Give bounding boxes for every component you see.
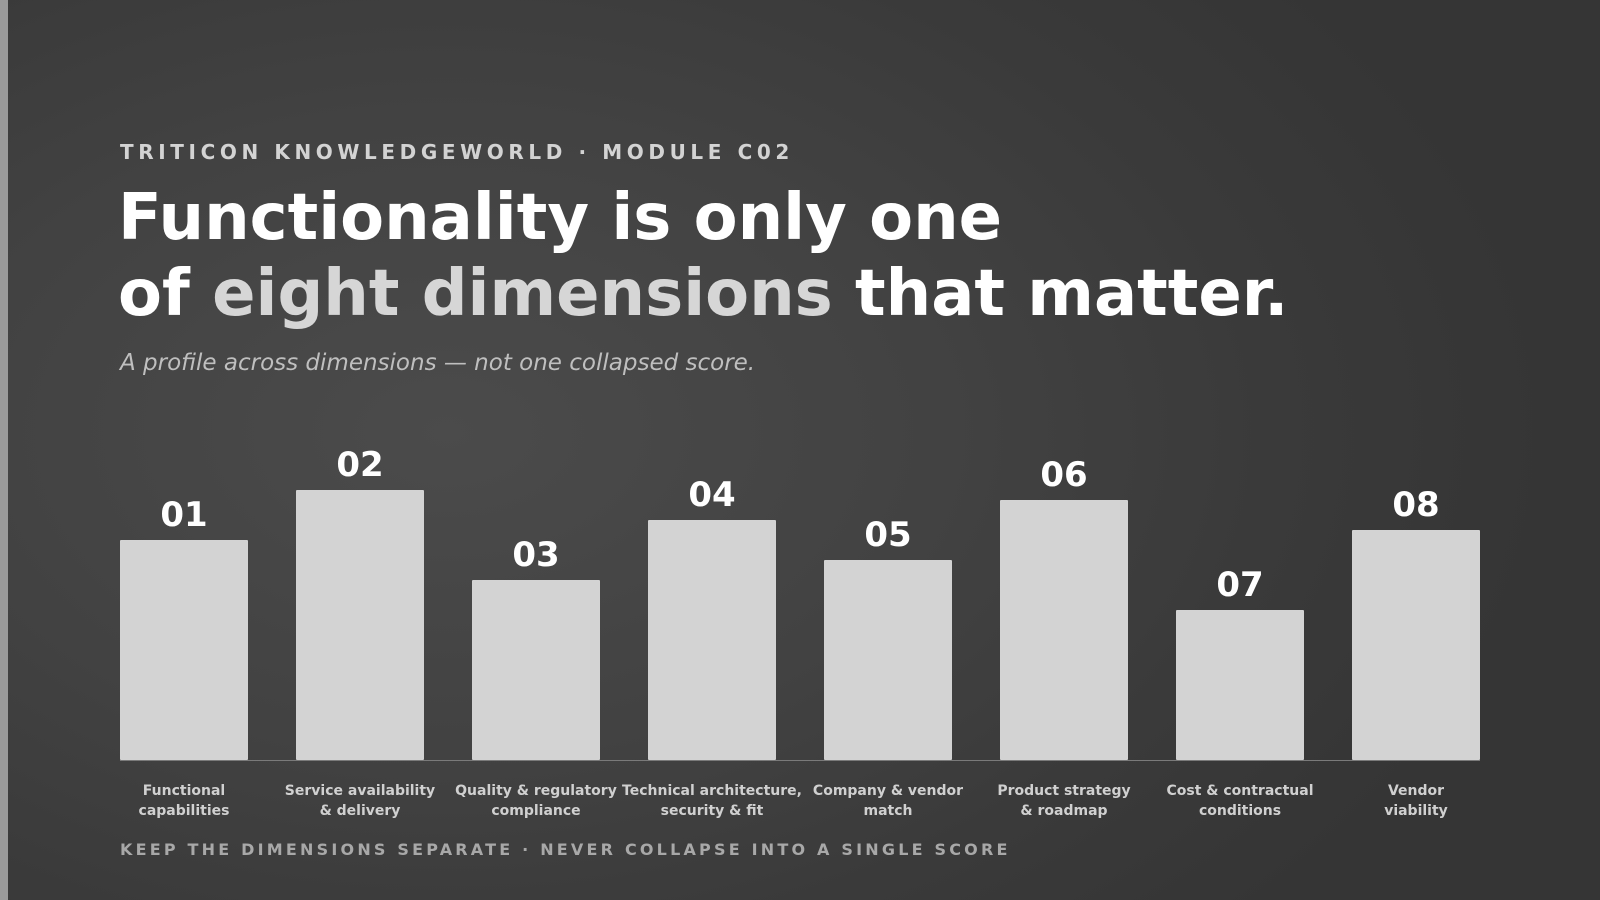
bar (120, 540, 248, 760)
category-label-line: Cost & contractual (1166, 783, 1313, 799)
category-label: Service availability & delivery (285, 783, 435, 819)
category-label-line: & roadmap (1020, 803, 1107, 819)
category-label: Vendor viability (1384, 783, 1448, 819)
bar (824, 560, 952, 760)
title-accent: eight dimensions (212, 257, 833, 331)
footer-note: KEEP THE DIMENSIONS SEPARATE · NEVER COL… (120, 840, 1011, 859)
category-label: Quality & regulatory compliance (455, 783, 617, 819)
category-label-line: Service availability (285, 783, 435, 799)
category-label-line: Technical architecture, (622, 783, 802, 799)
category-label-line: viability (1384, 803, 1448, 819)
page-title: Functionality is only one of eight dimen… (118, 180, 1288, 332)
title-line-2-prefix: of (118, 257, 213, 331)
category-label: Technical architecture, security & fit (622, 783, 802, 819)
category-label: Functional capabilities (139, 783, 230, 819)
category-label-line: match (864, 803, 913, 819)
eyebrow: TRITICON KNOWLEDGEWORLD · MODULE C02 (120, 140, 794, 164)
bar (1352, 530, 1480, 760)
bar-group: 01 Functional capabilities (120, 495, 248, 819)
bar (296, 490, 424, 760)
subtitle: A profile across dimensions — not one co… (120, 350, 756, 376)
category-label-line: Company & vendor (813, 783, 963, 799)
bar-number-label: 03 (512, 535, 559, 575)
bar-group: 04 Technical architecture, security & fit (622, 475, 802, 819)
category-label-line: Vendor (1388, 783, 1444, 799)
category-label: Cost & contractual conditions (1166, 783, 1313, 819)
bar (1000, 500, 1128, 760)
bar-group: 05 Company & vendor match (813, 515, 963, 819)
category-label-line: compliance (491, 803, 580, 819)
bar-group: 07 Cost & contractual conditions (1166, 565, 1313, 819)
left-edge-accent (0, 0, 8, 900)
bar-group: 06 Product strategy & roadmap (997, 455, 1130, 819)
bar (1176, 610, 1304, 760)
bar-number-label: 04 (688, 475, 735, 515)
bar-number-label: 05 (864, 515, 911, 555)
category-label: Company & vendor match (813, 783, 963, 819)
title-line-1: Functionality is only one (118, 181, 1003, 255)
category-label-line: Functional (143, 783, 225, 799)
category-label-line: capabilities (139, 803, 230, 819)
category-label-line: conditions (1199, 803, 1281, 819)
bar-group: 03 Quality & regulatory compliance (455, 535, 617, 819)
category-label: Product strategy & roadmap (997, 783, 1130, 819)
bar-group: 08 Vendor viability (1352, 485, 1480, 819)
title-line-2-suffix: that matter. (832, 257, 1289, 331)
bar-number-label: 07 (1216, 565, 1263, 605)
bar-number-label: 02 (336, 445, 383, 485)
bar-number-label: 01 (160, 495, 207, 535)
bar-group: 02 Service availability & delivery (285, 445, 435, 819)
bar (648, 520, 776, 760)
category-label-line: security & fit (661, 803, 764, 819)
category-label-line: Quality & regulatory (455, 783, 617, 799)
category-label-line: Product strategy (997, 783, 1130, 799)
bar (472, 580, 600, 760)
category-label-line: & delivery (320, 803, 401, 819)
bar-number-label: 08 (1392, 485, 1439, 525)
bar-number-label: 06 (1040, 455, 1087, 495)
